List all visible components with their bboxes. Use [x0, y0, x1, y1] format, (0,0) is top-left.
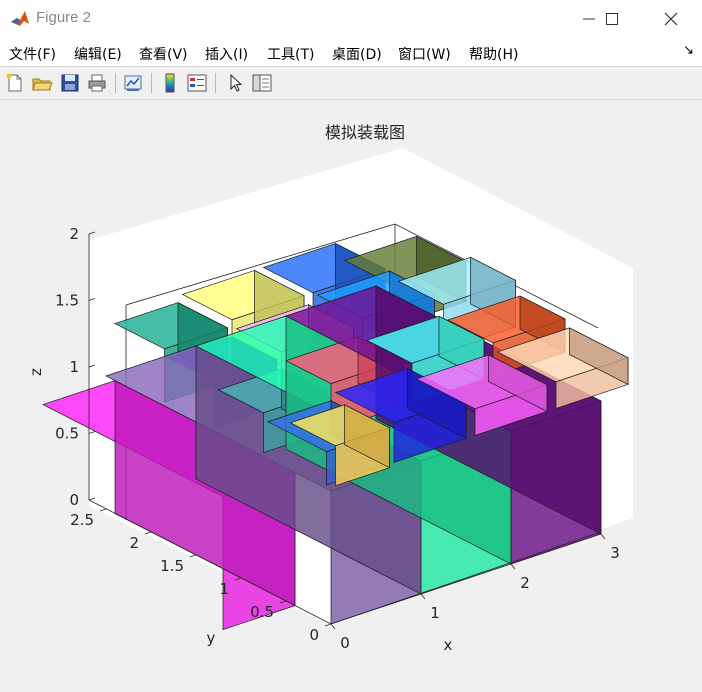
toolbar — [0, 67, 702, 100]
menu-window[interactable]: 窗口(W) — [398, 47, 451, 63]
minimize-button[interactable] — [566, 0, 612, 38]
menu-file[interactable]: 文件(F) — [9, 47, 56, 63]
link-plot-icon[interactable] — [122, 72, 144, 94]
tick-mark — [189, 554, 197, 558]
figure-title: 模拟装载图 — [325, 123, 405, 142]
z-tick-label: 0.5 — [55, 425, 79, 443]
box-side-face — [344, 404, 390, 469]
z-tick-label: 2 — [69, 225, 79, 243]
tick-mark — [88, 431, 96, 434]
tick-mark — [330, 623, 336, 630]
menu-desktop[interactable]: 桌面(D) — [332, 47, 382, 63]
insert-legend-icon[interactable] — [186, 72, 208, 94]
figure-canvas: 模拟装载图 z y x 0 0.5 1 1.5 2 0 0.5 1 1.5 2 2.5 0 1 2 3 — [1, 100, 701, 690]
tick-mark — [510, 563, 516, 570]
y-tick-label: 1 — [219, 580, 229, 598]
z-axis-label: z — [27, 368, 45, 376]
y-tick-label: 2.5 — [70, 511, 94, 529]
insert-colorbar-icon[interactable] — [159, 72, 181, 94]
tick-mark — [279, 600, 287, 604]
toolbar-separator — [115, 73, 116, 93]
packed-box — [496, 327, 629, 409]
tick-mark — [88, 364, 96, 368]
y-axis-line — [88, 499, 332, 625]
axes-3d: 模拟装载图 z y x 0 0.5 1 1.5 2 0 0.5 1 1.5 2 2.5 0 1 2 3 — [27, 123, 633, 654]
menu-overflow-icon[interactable]: ↘ — [683, 43, 694, 58]
menu-bar: 文件(F) 编辑(E) 查看(V) 插入(I) 工具(T) 桌面(D) 窗口(W… — [0, 38, 702, 67]
packed-box — [289, 404, 391, 487]
box-side-face — [488, 354, 548, 412]
z-tick-label: 1 — [69, 358, 79, 376]
menu-edit[interactable]: 编辑(E) — [74, 47, 122, 63]
y-axis-label: y — [207, 629, 216, 647]
menu-view[interactable]: 查看(V) — [139, 47, 188, 63]
close-button[interactable] — [648, 0, 694, 38]
x-axis-line — [330, 531, 602, 625]
property-inspector-icon[interactable] — [251, 72, 273, 94]
save-icon[interactable] — [59, 72, 81, 94]
tick-mark — [88, 298, 96, 301]
x-axis-label: x — [444, 636, 453, 654]
window-title: Figure 2 — [36, 9, 92, 26]
tick-mark — [324, 623, 332, 627]
x-tick-label: 2 — [520, 574, 530, 592]
y-tick-label: 2 — [129, 534, 139, 552]
pointer-icon[interactable] — [224, 72, 246, 94]
x-tick-label: 1 — [430, 604, 440, 622]
tick-mark — [234, 577, 242, 581]
maximize-icon — [606, 13, 618, 25]
x-tick-label: 0 — [340, 634, 350, 652]
tick-mark — [600, 533, 606, 540]
toolbar-separator — [151, 73, 152, 93]
minimize-icon — [583, 18, 595, 20]
box-side-face — [569, 327, 629, 385]
tick-mark — [88, 497, 96, 501]
tick-mark — [420, 593, 426, 600]
print-icon[interactable] — [86, 72, 108, 94]
new-figure-icon[interactable] — [4, 72, 26, 94]
tick-labels: 0 0.5 1 1.5 2 0 0.5 1 1.5 2 2.5 0 1 2 3 — [55, 225, 620, 652]
menu-tools[interactable]: 工具(T) — [267, 47, 315, 63]
open-file-icon[interactable] — [31, 72, 53, 94]
y-tick-label: 0 — [309, 626, 319, 644]
tick-mark — [88, 231, 96, 235]
y-tick-label: 1.5 — [160, 557, 184, 575]
tick-mark — [144, 531, 152, 535]
z-tick-label: 1.5 — [55, 292, 79, 310]
box-side-face — [407, 368, 467, 439]
menu-insert[interactable]: 插入(I) — [205, 47, 249, 63]
tick-mark — [99, 508, 107, 512]
maximize-button[interactable] — [589, 0, 635, 38]
toolbar-separator — [215, 73, 216, 93]
packed-box — [415, 354, 548, 436]
boxes-layer — [42, 235, 629, 631]
x-tick-label: 3 — [610, 544, 620, 562]
menu-help[interactable]: 帮助(H) — [469, 47, 519, 63]
y-tick-label: 0.5 — [250, 603, 274, 621]
z-tick-label: 0 — [69, 491, 79, 509]
title-bar: Figure 2 — [0, 0, 702, 38]
matlab-logo-icon — [11, 11, 29, 26]
close-icon — [664, 12, 678, 26]
